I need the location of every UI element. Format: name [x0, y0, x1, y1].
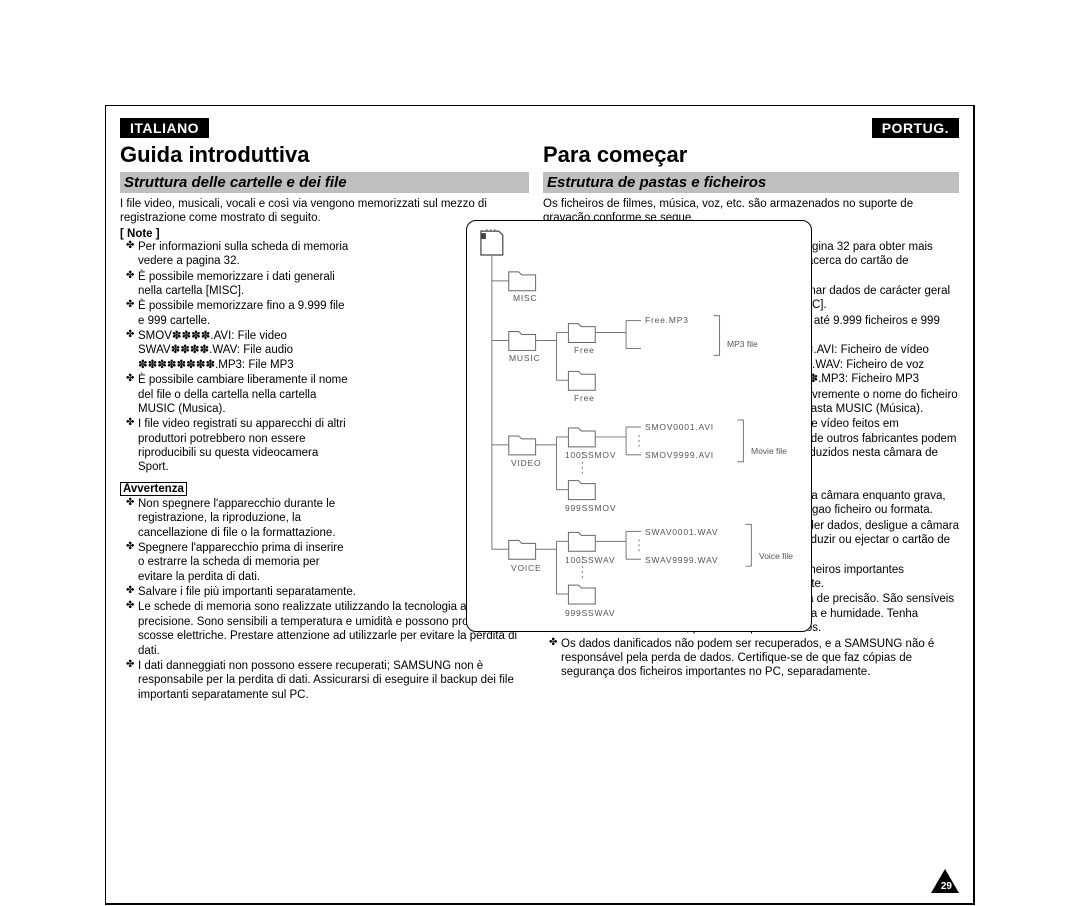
warn-top-left: Non spegnere l'apparecchio durante le re… — [120, 497, 352, 584]
note-item: È possibile memorizzare fino a 9.999 fil… — [126, 299, 352, 328]
note-item: I file video registrati su apparecchi di… — [126, 417, 352, 475]
diag-music: MUSIC — [509, 353, 540, 363]
note-item: SMOV✽✽✽✽.AVI: File video SWAV✽✽✽✽.WAV: F… — [126, 329, 352, 372]
diag-free1: Free — [574, 345, 595, 355]
diag-swav9: SWAV9999.WAV — [645, 555, 718, 565]
section-right: Estrutura de pastas e ficheiros — [543, 172, 959, 193]
manual-page: ITALIANO PORTUG. Guida introduttiva Stru… — [105, 105, 975, 905]
diag-moviefile: Movie file — [751, 446, 787, 456]
language-row: ITALIANO PORTUG. — [120, 118, 959, 138]
diag-video: VIDEO — [511, 458, 541, 468]
warn-item: Non spegnere l'apparecchio durante le re… — [126, 497, 352, 540]
folder-diagram: MISC MUSIC Free Free Free.MP3 MP3 file V… — [466, 220, 812, 632]
narrow-left: [ Note ] Per informazioni sulla scheda d… — [120, 228, 352, 584]
warn-head-left: Avvertenza — [120, 482, 187, 496]
diag-swav1: SWAV0001.WAV — [645, 527, 718, 537]
lang-pill-left: ITALIANO — [120, 118, 209, 138]
warn-item: I dati danneggiati non possono essere re… — [126, 659, 529, 702]
diag-voicefile: Voice file — [759, 551, 793, 561]
section-left: Struttura delle cartelle e dei file — [120, 172, 529, 193]
diag-voice: VOICE — [511, 563, 541, 573]
title-right: Para começar — [543, 142, 959, 168]
diag-smov1: SMOV0001.AVI — [645, 422, 714, 432]
note-head-left: [ Note ] — [120, 228, 352, 240]
diag-999wav: 999SSWAV — [565, 608, 615, 618]
diag-999mov: 999SSMOV — [565, 503, 616, 513]
note-item: È possibile memorizzare i dati generali … — [126, 270, 352, 299]
page-number: 29 — [941, 881, 952, 892]
diag-smov9: SMOV9999.AVI — [645, 450, 714, 460]
note-item: È possibile cambiare liberamente il nome… — [126, 373, 352, 416]
notes-left: Per informazioni sulla scheda di memoria… — [120, 240, 352, 475]
diag-free2: Free — [574, 393, 595, 403]
diag-100mov: 100SSMOV — [565, 450, 616, 460]
diag-freemp3: Free.MP3 — [645, 315, 689, 325]
lang-pill-right: PORTUG. — [872, 118, 959, 138]
diag-100wav: 100SSWAV — [565, 555, 615, 565]
diag-mp3file: MP3 file — [727, 339, 758, 349]
title-left: Guida introduttiva — [120, 142, 529, 168]
warn-item: Spegnere l'apparecchio prima di inserire… — [126, 541, 352, 584]
diag-misc: MISC — [513, 293, 537, 303]
note-item: Per informazioni sulla scheda di memoria… — [126, 240, 352, 269]
warn-item: Os dados danificados não podem ser recup… — [549, 637, 959, 680]
